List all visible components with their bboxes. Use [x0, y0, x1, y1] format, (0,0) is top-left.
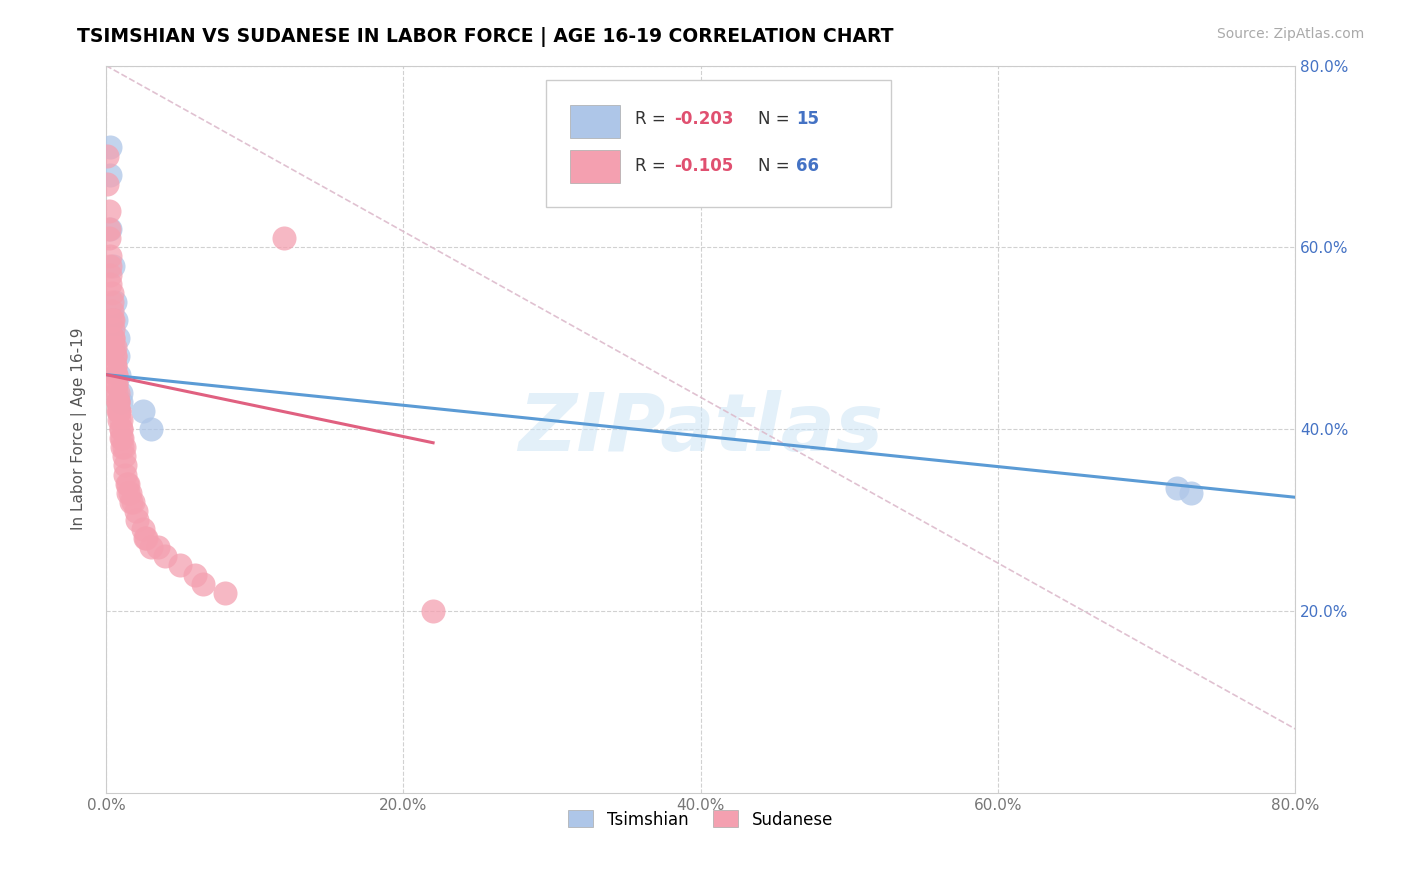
- Point: [100, 259, 122, 273]
- FancyBboxPatch shape: [569, 150, 620, 184]
- Text: R =: R =: [636, 157, 671, 175]
- Point: [127, 513, 149, 527]
- Point: [110, 395, 132, 409]
- Point: [114, 467, 136, 482]
- Point: [132, 404, 155, 418]
- Point: [110, 385, 132, 400]
- Text: N =: N =: [758, 157, 794, 175]
- Point: [273, 231, 295, 245]
- Point: [422, 604, 444, 618]
- Point: [97, 231, 120, 245]
- Point: [103, 340, 125, 354]
- Point: [101, 304, 124, 318]
- Point: [104, 294, 127, 309]
- Point: [115, 476, 138, 491]
- Point: [111, 440, 134, 454]
- Point: [105, 376, 128, 391]
- Point: [104, 340, 127, 354]
- Text: ZIPatlas: ZIPatlas: [519, 390, 883, 468]
- Point: [214, 585, 236, 599]
- Text: 66: 66: [796, 157, 818, 175]
- Point: [103, 331, 125, 345]
- Point: [104, 359, 127, 373]
- Point: [184, 567, 207, 582]
- Point: [134, 531, 156, 545]
- FancyBboxPatch shape: [546, 80, 891, 207]
- FancyBboxPatch shape: [569, 105, 620, 138]
- Point: [110, 422, 132, 436]
- Point: [112, 440, 135, 454]
- Point: [139, 541, 162, 555]
- Point: [100, 250, 122, 264]
- Point: [103, 331, 125, 345]
- Point: [101, 294, 124, 309]
- Point: [1180, 485, 1202, 500]
- Point: [100, 222, 122, 236]
- Point: [103, 259, 125, 273]
- Point: [1166, 481, 1188, 495]
- Point: [107, 385, 129, 400]
- Point: [107, 404, 129, 418]
- Text: Source: ZipAtlas.com: Source: ZipAtlas.com: [1216, 27, 1364, 41]
- Text: 15: 15: [796, 111, 818, 128]
- Point: [112, 450, 135, 464]
- Point: [105, 385, 128, 400]
- Point: [110, 431, 132, 445]
- Point: [111, 431, 134, 445]
- Point: [105, 368, 128, 382]
- Point: [155, 549, 177, 564]
- Point: [110, 413, 132, 427]
- Point: [100, 277, 122, 291]
- Point: [105, 313, 128, 327]
- Point: [100, 268, 122, 282]
- Point: [107, 395, 129, 409]
- Point: [108, 404, 131, 418]
- Point: [105, 368, 128, 382]
- Text: R =: R =: [636, 111, 671, 128]
- Point: [108, 413, 131, 427]
- Text: -0.203: -0.203: [675, 111, 734, 128]
- Point: [107, 350, 129, 364]
- Point: [135, 531, 157, 545]
- Point: [97, 222, 120, 236]
- Point: [97, 204, 120, 219]
- Point: [103, 322, 125, 336]
- Point: [96, 177, 118, 191]
- Point: [100, 140, 122, 154]
- Point: [191, 576, 214, 591]
- Point: [114, 458, 136, 473]
- Text: TSIMSHIAN VS SUDANESE IN LABOR FORCE | AGE 16-19 CORRELATION CHART: TSIMSHIAN VS SUDANESE IN LABOR FORCE | A…: [77, 27, 894, 46]
- Point: [107, 395, 129, 409]
- Point: [108, 404, 131, 418]
- Point: [125, 504, 148, 518]
- Point: [104, 350, 127, 364]
- Point: [139, 422, 162, 436]
- Text: -0.105: -0.105: [675, 157, 734, 175]
- Point: [104, 350, 127, 364]
- Point: [100, 168, 122, 182]
- Point: [117, 485, 139, 500]
- Point: [101, 285, 124, 300]
- Point: [146, 541, 169, 555]
- Point: [105, 376, 128, 391]
- Point: [120, 495, 142, 509]
- Y-axis label: In Labor Force | Age 16-19: In Labor Force | Age 16-19: [72, 328, 87, 531]
- Text: N =: N =: [758, 111, 794, 128]
- Point: [132, 522, 155, 536]
- Point: [110, 422, 132, 436]
- Point: [107, 395, 129, 409]
- Point: [118, 485, 141, 500]
- Point: [121, 495, 143, 509]
- Point: [104, 359, 127, 373]
- Point: [108, 368, 131, 382]
- Point: [103, 313, 125, 327]
- Point: [117, 476, 139, 491]
- Point: [107, 331, 129, 345]
- Point: [169, 558, 191, 573]
- Legend: Tsimshian, Sudanese: Tsimshian, Sudanese: [562, 804, 839, 835]
- Point: [96, 149, 118, 163]
- Point: [101, 313, 124, 327]
